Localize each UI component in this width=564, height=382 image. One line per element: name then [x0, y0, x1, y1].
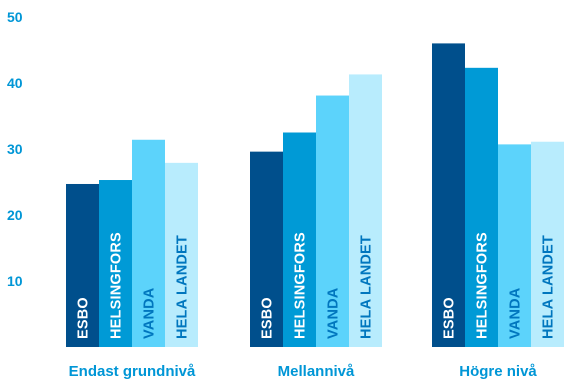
bar	[316, 95, 349, 347]
bar	[165, 162, 198, 347]
bar	[432, 43, 465, 348]
bar-series-label: HELA LANDET	[359, 235, 375, 339]
bar-series-label: HELSINGFORS	[109, 232, 125, 339]
bar	[66, 183, 99, 347]
bar-series-label: HELSINGFORS	[293, 232, 309, 339]
y-tick-label: 40	[7, 75, 23, 91]
bar	[531, 141, 564, 347]
bar-series-label: VANDA	[326, 287, 342, 339]
bar	[349, 74, 382, 348]
bar	[465, 67, 498, 347]
bar	[498, 144, 531, 347]
category-label: Högre nivå	[459, 363, 537, 380]
bar-series-label: HELA LANDET	[541, 235, 557, 339]
bar-series-label: VANDA	[142, 287, 158, 339]
bar-series-label: HELA LANDET	[175, 235, 191, 339]
y-tick-label: 20	[7, 207, 23, 223]
bar	[132, 139, 165, 347]
bar	[99, 180, 132, 347]
category-label: Mellannivå	[278, 363, 355, 380]
bar-series-label: ESBO	[76, 297, 92, 339]
bar	[250, 151, 283, 347]
category-label: Endast grundnivå	[69, 363, 196, 380]
bar-series-label: HELSINGFORS	[475, 232, 491, 339]
bar-series-label: ESBO	[442, 297, 458, 339]
bar-series-label: VANDA	[508, 287, 524, 339]
bar	[283, 132, 316, 347]
bar-series-label: ESBO	[260, 297, 276, 339]
y-tick-label: 10	[7, 273, 23, 289]
y-tick-label: 50	[7, 9, 23, 25]
y-tick-label: 30	[7, 141, 23, 157]
